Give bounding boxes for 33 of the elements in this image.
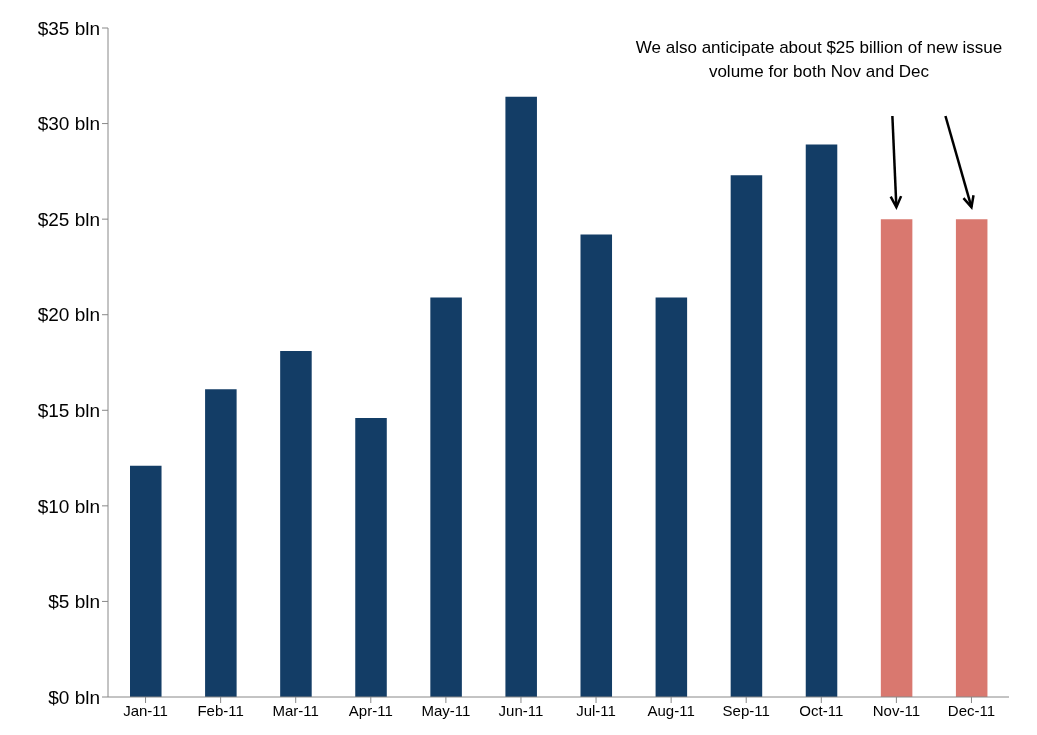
bar — [580, 234, 613, 697]
bar — [505, 96, 537, 697]
x-tick-label: Oct-11 — [799, 701, 844, 719]
y-tick-label: $0 bln — [48, 686, 100, 708]
x-tick-label: Jan-11 — [123, 701, 168, 719]
bar — [955, 219, 988, 697]
y-tick-label: $20 bln — [37, 304, 100, 326]
bar — [880, 219, 913, 697]
bar — [355, 417, 387, 697]
x-tick-label: Apr-11 — [348, 701, 393, 719]
bar — [130, 465, 162, 697]
y-tick-label: $10 bln — [37, 495, 100, 517]
x-tick-label: Jun-11 — [498, 701, 544, 719]
x-tick-label: Aug-11 — [647, 701, 695, 719]
y-tick-label: $30 bln — [37, 113, 100, 135]
y-tick-label: $15 bln — [37, 400, 100, 422]
bar — [280, 351, 312, 697]
x-tick-label: Jul-11 — [576, 701, 616, 719]
bar — [205, 389, 237, 697]
y-tick-label: $35 bln — [37, 17, 100, 39]
bar — [805, 144, 838, 697]
x-tick-label: Mar-11 — [272, 701, 319, 719]
x-tick-label: May-11 — [421, 701, 471, 719]
x-tick-label: Feb-11 — [197, 701, 244, 719]
x-tick-label: Sep-11 — [722, 701, 770, 719]
x-tick-label: Nov-11 — [872, 701, 920, 719]
bar — [655, 297, 688, 697]
bar — [430, 297, 462, 697]
y-tick-label: $25 bln — [37, 208, 100, 230]
annotation: We also anticipate about $25 billion of new issue volume for both Nov and Dec — [634, 37, 1004, 83]
y-tick-label: $5 bln — [48, 591, 100, 613]
x-tick-label: Dec-11 — [947, 701, 996, 719]
bar — [730, 175, 763, 697]
